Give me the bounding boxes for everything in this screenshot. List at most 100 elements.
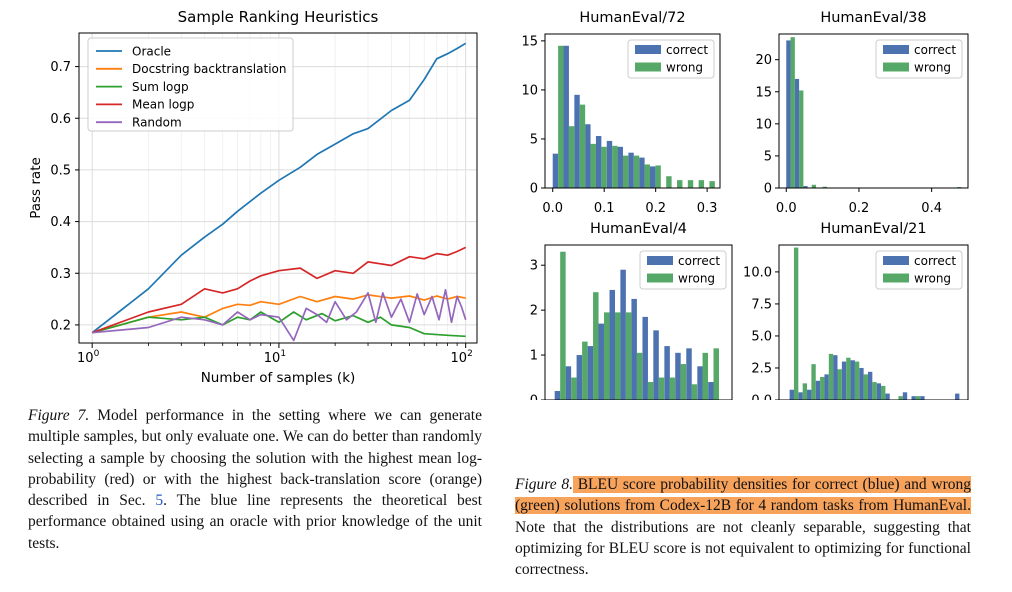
bar-correct [576, 355, 583, 400]
y-tick-label: 10 [521, 83, 538, 98]
bar-correct [617, 146, 623, 188]
chart-title: HumanEval/4 [590, 221, 687, 237]
series-line-sum-logp [91, 311, 466, 338]
y-tick-label: 15 [521, 34, 538, 49]
bar-correct [798, 392, 803, 400]
y-tick-label: 5 [764, 149, 772, 164]
bar-correct [867, 371, 873, 400]
legend-label: wrong [914, 61, 951, 75]
section-ref-link[interactable]: 5 [155, 492, 164, 510]
bar-correct [697, 366, 703, 400]
histogram-humaneval-21: 0.02.55.07.510.00.000.250.500.75HumanEva… [743, 221, 969, 401]
legend-label: correct [914, 254, 956, 268]
bar-wrong [698, 180, 705, 188]
y-tick-label: 7.5 [751, 297, 772, 312]
x-tick-label: 0.4 [921, 201, 942, 216]
chart-title: HumanEval/38 [820, 10, 926, 26]
legend-swatch [883, 62, 909, 72]
x-tick-exponent: 0 [94, 349, 100, 359]
bar-wrong [863, 374, 868, 400]
y-tick-label: 0 [530, 182, 538, 197]
bar-correct [841, 361, 847, 400]
x-tick-exponent: 1 [280, 349, 286, 359]
bar-wrong [793, 247, 799, 400]
y-tick-label: 0.4 [50, 215, 71, 230]
bar-wrong [666, 176, 672, 188]
x-axis-label: Number of samples (k) [201, 370, 356, 386]
legend-swatch [635, 45, 661, 54]
bar-correct [587, 346, 594, 400]
bar-wrong [658, 377, 665, 400]
series-line-mean-logp [91, 246, 467, 334]
histogram-humaneval-4: 01230.000.250.500.75HumanEval/4correctwr… [530, 221, 733, 400]
bar-correct [628, 152, 634, 188]
bar-wrong [558, 45, 564, 188]
x-tick-label: 100 [77, 349, 100, 366]
x-tick-label: 0.0 [542, 201, 563, 216]
x-tick-label: 0.2 [645, 201, 666, 216]
legend: Oracle Docstring backtranslation Sum logp M… [87, 37, 294, 132]
figure-8-label: Figure 8. [515, 476, 573, 493]
y-tick-label: 0.0 [751, 394, 772, 401]
bar-wrong [872, 382, 877, 400]
bar-correct [824, 374, 829, 400]
legend-swatch [883, 45, 909, 54]
bar-correct [642, 316, 648, 400]
bar-correct [554, 391, 561, 400]
bar-correct [794, 78, 800, 188]
legend-label: wrong [666, 61, 703, 75]
bar-wrong [881, 385, 886, 400]
bar-wrong [854, 361, 860, 400]
bar-wrong [802, 383, 808, 400]
bar-correct [708, 382, 714, 400]
bar-wrong [691, 384, 698, 400]
bar-correct [833, 355, 838, 400]
bar-wrong [579, 104, 586, 188]
figure-7-caption: Figure 7. Model performance in the setti… [28, 405, 482, 554]
legend-swatch [635, 62, 661, 72]
bar-correct [563, 45, 569, 188]
x-tick-label: 102 [451, 349, 473, 366]
bar-wrong [709, 181, 715, 188]
histogram-humaneval-38: 0 5 10 15 20 0.0 0.2 0.4 HumanEval/38 correct wron… [755, 10, 969, 216]
x-tick-exponent: 2 [467, 349, 473, 359]
y-tick-label: 2 [530, 304, 538, 319]
plot-frame [778, 244, 969, 400]
legend-label: wrong [914, 272, 951, 286]
legend-swatch [647, 256, 673, 265]
legend-label: wrong [678, 272, 715, 286]
bar-correct [885, 393, 890, 400]
bar-wrong [811, 364, 816, 400]
bar-correct [595, 136, 602, 188]
legend-label: correct [666, 43, 708, 57]
bar-correct [606, 140, 613, 188]
histogram-humaneval-72: 0 5 10 15 0.0 0.1 0.2 0.3 HumanEval/72 correct wro… [521, 10, 721, 216]
figure-8-text: Note that the distributions are not clea… [515, 518, 971, 579]
x-tick-label: 0.0 [776, 201, 797, 216]
bar-wrong [604, 312, 610, 400]
y-tick-label: 10.0 [743, 265, 772, 280]
series-line-random [92, 288, 467, 342]
legend-label: correct [678, 254, 720, 268]
y-tick-label: 3 [530, 259, 538, 274]
bar-correct [598, 323, 604, 400]
x-tick-label: 0.1 [594, 201, 615, 216]
legend-label: Mean logp [132, 98, 194, 112]
bar-wrong [799, 90, 804, 188]
bar-correct [955, 393, 960, 400]
bar-correct [876, 383, 882, 400]
bar-correct [859, 367, 864, 400]
bar-wrong [898, 396, 903, 400]
bar-wrong [590, 143, 596, 188]
bar-wrong [680, 364, 687, 400]
bar-wrong [612, 145, 618, 188]
y-axis-label: Pass rate [28, 157, 44, 219]
bar-wrong [622, 155, 629, 188]
bar-correct [664, 346, 670, 400]
bar-wrong [837, 369, 842, 400]
bar-correct [650, 166, 656, 188]
bar-correct [786, 40, 791, 188]
bar-wrong [614, 312, 621, 400]
series-line-oracle [91, 42, 467, 334]
y-tick-label: 10 [755, 117, 772, 132]
